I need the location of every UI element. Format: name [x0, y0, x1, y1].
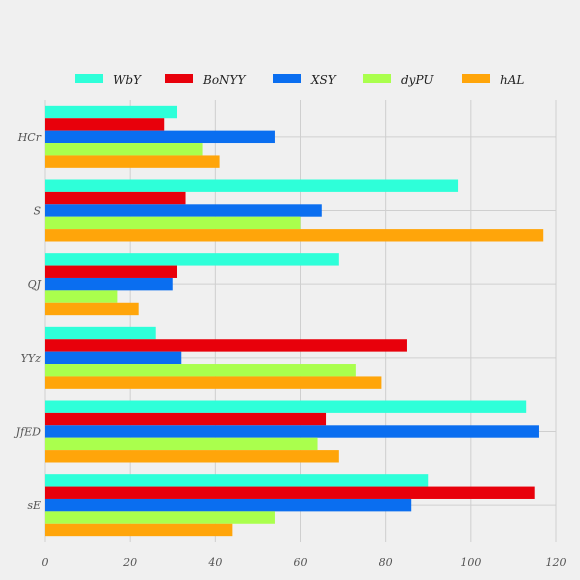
bar-BoNYY-JfED [45, 412, 327, 426]
bar-BoNYY-YYz [45, 339, 407, 352]
bar-XSY-S [45, 204, 322, 217]
x-tick-label: 20 [122, 556, 137, 569]
x-tick-label: 80 [379, 556, 393, 569]
legend-swatch [273, 74, 301, 83]
bar-dyPU-JfED [45, 437, 318, 451]
legend-swatch [75, 74, 103, 83]
x-tick-label: 60 [294, 556, 308, 569]
bar-WbY-S [45, 179, 459, 192]
legend-swatch [462, 74, 490, 83]
x-tick-label: 100 [460, 556, 481, 569]
y-tick-label: sE [27, 499, 41, 512]
y-tick-label: YYz [21, 352, 42, 365]
bars [45, 105, 544, 537]
legend: WbY BoNYY XSY dyPU hAL [75, 73, 524, 87]
bar-dyPU-sE [45, 511, 275, 524]
bar-dyPU-YYz [45, 364, 356, 377]
bar-XSY-QJ [45, 277, 173, 291]
bar-WbY-YYz [45, 326, 156, 340]
legend-swatch [363, 74, 391, 83]
bar-XSY-YYz [45, 351, 182, 365]
axes: 0 20 40 60 80 100 120 HCr S QJ YYz JfED sE [14, 131, 567, 569]
bar-dyPU-S [45, 216, 301, 230]
bar-XSY-JfED [45, 425, 539, 438]
bar-BoNYY-S [45, 191, 186, 205]
bar-dyPU-QJ [45, 290, 118, 303]
legend-label: WbY [113, 73, 142, 87]
bar-hAL-HCr [45, 155, 220, 168]
legend-label: hAL [500, 73, 524, 87]
legend-label: dyPU [401, 73, 434, 87]
bar-hAL-S [45, 229, 544, 242]
x-tick-label: 40 [207, 556, 222, 569]
bar-WbY-QJ [45, 253, 339, 266]
bar-XSY-HCr [45, 130, 275, 144]
y-tick-label: S [33, 205, 41, 218]
legend-label: BoNYY [202, 73, 246, 87]
x-tick-label: 120 [546, 556, 567, 569]
bar-hAL-sE [45, 523, 233, 537]
y-tick-label: HCr [17, 131, 42, 144]
bar-XSY-sE [45, 498, 412, 512]
bar-BoNYY-HCr [45, 118, 165, 131]
legend-label: XSY [310, 73, 337, 87]
bar-hAL-YYz [45, 376, 382, 389]
bar-WbY-JfED [45, 400, 527, 413]
x-tick-label: 0 [42, 556, 49, 569]
bar-WbY-HCr [45, 105, 178, 119]
bar-hAL-JfED [45, 450, 339, 463]
y-tick-label: JfED [14, 426, 42, 439]
legend-swatch [165, 74, 193, 83]
y-tick-label: QJ [28, 278, 42, 291]
bar-dyPU-HCr [45, 143, 203, 156]
bar-WbY-sE [45, 474, 429, 487]
bar-BoNYY-QJ [45, 265, 178, 278]
bar-BoNYY-sE [45, 486, 535, 499]
bar-hAL-QJ [45, 302, 139, 316]
